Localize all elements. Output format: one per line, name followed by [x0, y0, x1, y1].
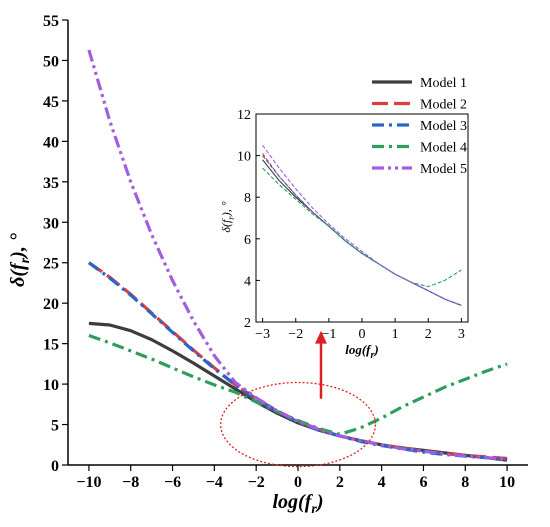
series-line-model-4: [88, 333, 508, 436]
inset-x-axis-label: log(fr): [345, 342, 379, 361]
main-x-tick-label: −6: [164, 474, 181, 491]
inset-x-tick-label: −3: [255, 327, 270, 342]
main-y-tick-label: 55: [43, 13, 59, 30]
main-x-tick-label: −10: [76, 474, 101, 491]
inset-frame: [255, 113, 469, 323]
legend-label: Model 2: [420, 98, 467, 113]
inset-y-tick-label: 10: [237, 150, 251, 165]
inset-y-tick-label: 2: [244, 316, 251, 331]
inset-x-tick-label: −2: [288, 327, 303, 342]
legend: Model 1 Model 2 Model 3 Model 4 Model 5: [372, 76, 467, 177]
main-y-axis-label: δ(fr), °: [7, 233, 33, 287]
legend-item-model-3: Model 3: [372, 119, 467, 134]
inset-x-tick-label: 1: [392, 327, 399, 342]
main-y-tick-label: 45: [43, 94, 59, 111]
inset-series-line-model-5: [262, 144, 462, 306]
series-line-model-1: [88, 321, 508, 462]
inset-x-tick-label: −1: [321, 327, 336, 342]
inset-series-lines: [262, 144, 462, 306]
series-line-model-5: [87, 49, 508, 461]
main-x-tick-label: 8: [461, 474, 469, 491]
series-line-model-3: [87, 261, 508, 461]
main-y-tick-label: 15: [43, 337, 59, 354]
inset-y-tick-label: 6: [244, 233, 251, 248]
inset-y-axis-label: δ(fr), °: [219, 201, 236, 232]
legend-label: Model 1: [420, 76, 467, 91]
main-y-tick-label: 0: [51, 458, 59, 475]
legend-label: Model 3: [420, 119, 467, 134]
main-y-tick-label: 5: [51, 418, 59, 435]
inset-y-tick-label: 8: [244, 191, 251, 206]
inset-x-tick-label: 3: [458, 327, 465, 342]
zoom-arrow-head: [315, 330, 327, 344]
main-x-tick-label: 6: [419, 474, 427, 491]
inset-series-line-model-4: [262, 167, 462, 288]
inset-x-tick-label: 0: [359, 327, 366, 342]
zoom-annotation: [219, 330, 377, 468]
legend-label: Model 4: [420, 141, 467, 156]
main-x-axis-label: log(fr): [272, 491, 323, 517]
main-y-tick-label: 10: [43, 377, 59, 394]
legend-item-model-1: Model 1: [372, 76, 467, 91]
main-x-tick-label: −8: [122, 474, 139, 491]
main-y-tick-label: 30: [43, 215, 59, 232]
main-y-tick-label: 50: [43, 53, 59, 70]
main-x-tick-label: 2: [336, 474, 344, 491]
main-x-tick-label: 0: [294, 474, 302, 491]
main-x-tick-label: −4: [206, 474, 223, 491]
main-y-tick-label: 20: [43, 296, 59, 313]
legend-label: Model 5: [420, 162, 467, 177]
main-series-lines: [87, 49, 508, 462]
legend-item-model-4: Model 4: [372, 141, 467, 156]
main-y-tick-label: 35: [43, 175, 59, 192]
main-x-tick-label: 4: [378, 474, 386, 491]
zoom-region-ellipse: [219, 381, 377, 468]
main-x-tick-label: −2: [248, 474, 265, 491]
legend-item-model-5: Model 5: [372, 162, 467, 177]
main-x-tick-label: 10: [499, 474, 515, 491]
inset-y-tick-label: 4: [244, 274, 251, 289]
main-y-tick-label: 40: [43, 134, 59, 151]
main-y-tick-label: 25: [43, 256, 59, 273]
legend-item-model-2: Model 2: [372, 98, 467, 113]
inset-y-tick-label: 12: [237, 108, 251, 123]
inset-x-tick-label: 2: [425, 327, 432, 342]
